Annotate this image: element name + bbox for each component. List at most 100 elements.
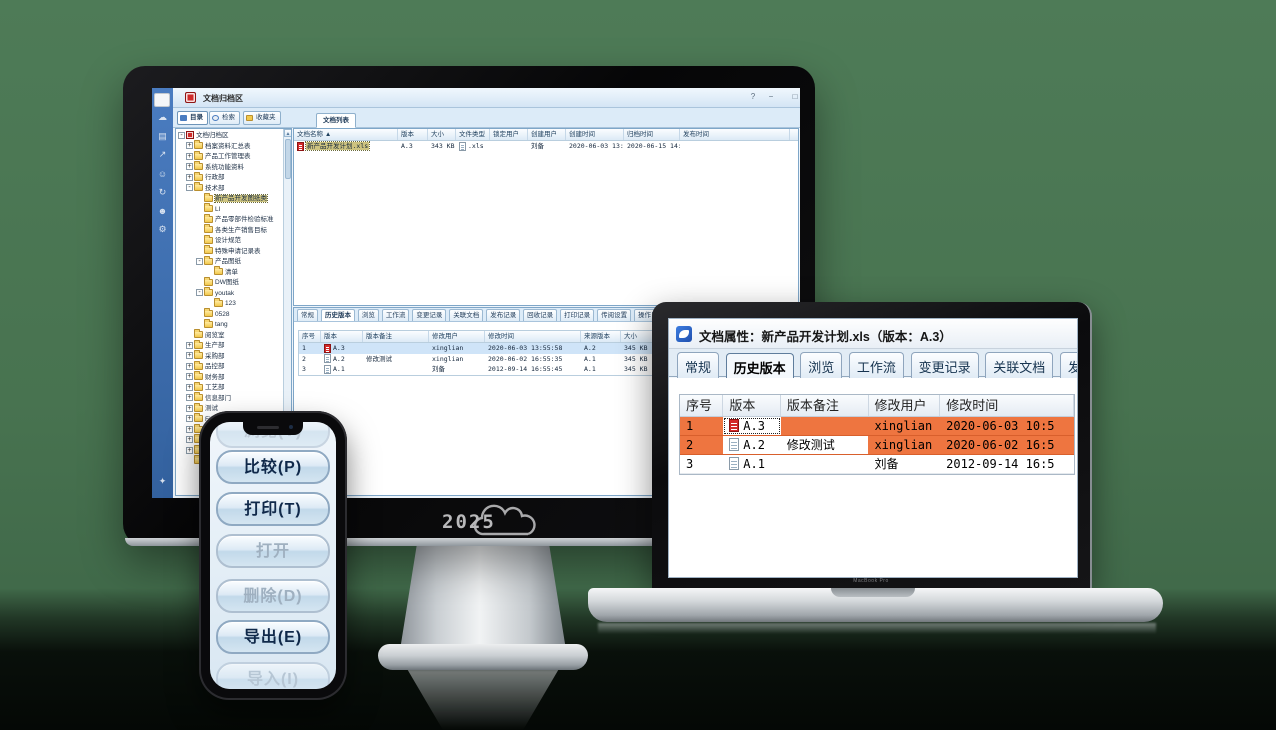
expander-icon[interactable]	[186, 373, 193, 381]
expander-icon[interactable]	[186, 173, 193, 181]
user-icon[interactable]: ☺	[157, 169, 168, 179]
version-row-selected[interactable]: 1 A.3 xinglian 2020-06-03 10:5	[680, 417, 1074, 436]
expander-icon[interactable]	[186, 404, 193, 412]
tab-related-docs[interactable]: 关联文档	[449, 309, 484, 321]
print-button[interactable]: 打印(T)	[216, 492, 330, 526]
tree-item[interactable]: 阅览室	[178, 329, 281, 342]
folder-icon[interactable]: ▤	[158, 131, 167, 141]
tab-directory[interactable]: 目录	[177, 111, 208, 125]
tab-print-log[interactable]: 打印记录	[560, 309, 595, 321]
tree-item[interactable]: 产品工作管理表	[178, 150, 281, 163]
tree-item[interactable]: 产品图纸	[178, 255, 281, 268]
tree-item[interactable]: LI	[178, 203, 281, 216]
chart-icon[interactable]: ↗	[158, 149, 167, 159]
app-rail-logo[interactable]	[154, 93, 170, 107]
tab-preview[interactable]: 浏览	[800, 352, 843, 381]
expander-icon[interactable]	[186, 394, 193, 402]
tree-item[interactable]: 产品零部件检验标准	[178, 213, 281, 226]
expander-icon[interactable]	[186, 425, 193, 433]
tree-item[interactable]: 品控部	[178, 360, 281, 373]
tree-item[interactable]: 0528	[178, 308, 281, 321]
expander-icon[interactable]	[178, 131, 185, 139]
tree-item[interactable]: 行政部	[178, 171, 281, 184]
tree-item[interactable]: 设计规范	[178, 234, 281, 247]
tree-item[interactable]: 档案资料汇总表	[178, 140, 281, 153]
expander-icon[interactable]	[196, 257, 203, 265]
export-button[interactable]: 导出(E)	[216, 620, 330, 654]
tree-item[interactable]: 各类生产销售目标	[178, 224, 281, 237]
sync-icon[interactable]: ↻	[158, 187, 167, 197]
gear-icon[interactable]: ⚙	[158, 224, 167, 234]
tree-item[interactable]: DW图纸	[178, 276, 281, 289]
dialog-table-header: 序号 版本 版本备注 修改用户 修改时间	[680, 395, 1074, 417]
tree-item[interactable]: 文档归档区	[178, 131, 281, 142]
expander-icon[interactable]	[196, 289, 203, 297]
tab-general[interactable]: 常规	[297, 309, 318, 321]
tab-preview[interactable]: 浏览	[357, 309, 379, 321]
folder-icon	[204, 318, 213, 328]
expander-icon[interactable]	[186, 352, 193, 360]
laptop-brand-label: MacBook Pro	[853, 578, 889, 584]
tab-circulation[interactable]: 传阅设置	[597, 309, 632, 321]
maximize-button[interactable]: □	[792, 92, 798, 101]
tab-document-list[interactable]: 文档列表	[316, 113, 356, 128]
tab-general[interactable]: 常规	[677, 352, 720, 381]
tab-workflow[interactable]: 工作流	[381, 309, 410, 321]
scroll-thumb[interactable]	[285, 139, 291, 179]
tree-item[interactable]: 系统功能资料	[178, 161, 281, 174]
tab-workflow[interactable]: 工作流	[848, 352, 904, 381]
tab-change-log[interactable]: 变更记录	[412, 309, 447, 321]
tree-item[interactable]: 特殊申请记录表	[178, 245, 281, 258]
tab-history-versions[interactable]: 历史版本	[320, 309, 355, 321]
folder-icon	[204, 203, 213, 213]
version-row[interactable]: 3 A.1 刘备 2012-09-14 16:5	[680, 455, 1074, 474]
folder-icon	[194, 171, 203, 181]
favorites-icon	[246, 115, 253, 121]
tab-search[interactable]: 检索	[209, 111, 240, 125]
minimize-button[interactable]: −	[768, 92, 774, 101]
expander-icon[interactable]	[186, 341, 193, 349]
tree-item[interactable]: 技术部	[178, 182, 281, 195]
folder-icon	[204, 245, 213, 255]
import-button[interactable]: 导入(I)	[216, 662, 330, 689]
tree-item[interactable]: 工艺部	[178, 381, 281, 394]
users-icon[interactable]: ☻	[157, 206, 168, 216]
tab-publish-log[interactable]: 发布记录	[486, 309, 521, 321]
app-title: 文档归档区	[203, 94, 243, 103]
locked-document-icon	[297, 141, 304, 151]
expander-icon[interactable]	[186, 415, 193, 423]
delete-button[interactable]: 删除(D)	[216, 579, 330, 613]
tree-item[interactable]: 清单	[178, 266, 281, 279]
tree-item[interactable]: 财务部	[178, 371, 281, 384]
expander-icon[interactable]	[186, 163, 193, 171]
version-row-selected[interactable]: 2 A.2 修改测试 xinglian 2020-06-02 16:5	[680, 436, 1074, 455]
expander-icon[interactable]	[186, 152, 193, 160]
expander-icon[interactable]	[186, 362, 193, 370]
expander-icon[interactable]	[186, 142, 193, 150]
tab-change-log[interactable]: 变更记录	[910, 352, 979, 381]
compare-button[interactable]: 比较(P)	[216, 450, 330, 484]
tree-item-selected[interactable]: 新产品开发图纸类	[178, 192, 281, 205]
tree-item[interactable]: 生产部	[178, 339, 281, 352]
open-button[interactable]: 打开	[216, 534, 330, 568]
tree-item[interactable]: tang	[178, 318, 281, 331]
help-button[interactable]: ?	[750, 92, 756, 101]
chat-icon[interactable]: ☁	[158, 112, 167, 122]
rail-bottom-icon[interactable]: ✦	[158, 476, 167, 486]
expander-icon[interactable]	[186, 383, 193, 391]
tree-item[interactable]: 123	[178, 297, 281, 310]
tab-recycle-log[interactable]: 回收记录	[523, 309, 558, 321]
expander-icon[interactable]	[186, 184, 193, 192]
tree-item[interactable]: 测试	[178, 402, 281, 415]
scroll-up-icon[interactable]: ▲	[284, 129, 291, 137]
expander-icon[interactable]	[186, 446, 193, 454]
tree-item[interactable]: youtak	[178, 287, 281, 300]
tree-item[interactable]: 采购部	[178, 350, 281, 363]
folder-icon	[194, 150, 203, 160]
tree-item[interactable]: 信息部门	[178, 392, 281, 405]
tab-favorites[interactable]: 收藏夹	[243, 111, 281, 125]
expander-icon[interactable]	[186, 436, 193, 444]
tab-publish-log[interactable]: 发布记录	[1059, 352, 1077, 381]
document-row[interactable]: 新产品开发计划.xls A.3 343 KB .xls 刘备 2020-06-0…	[294, 141, 798, 152]
tab-related-docs[interactable]: 关联文档	[985, 352, 1054, 381]
